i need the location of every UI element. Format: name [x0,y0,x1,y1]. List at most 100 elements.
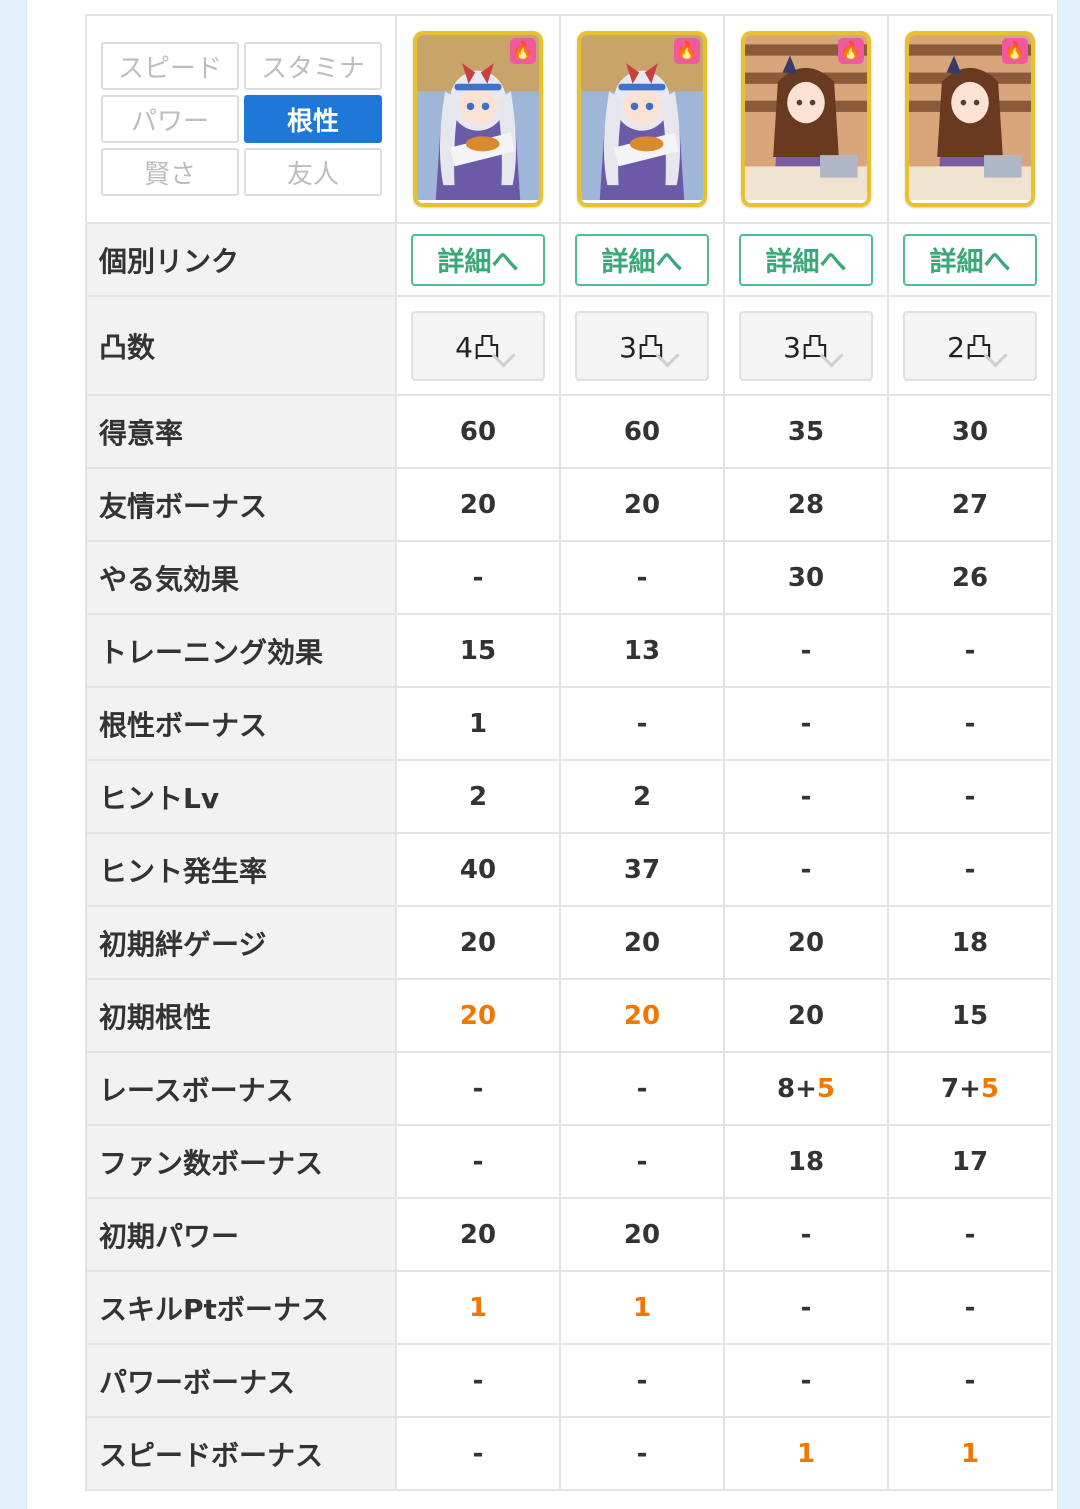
stat-cell: - [395,540,561,615]
stat-value: 30 [787,562,825,593]
stat-value: - [636,562,648,593]
stat-cell: - [395,1343,561,1418]
stat-cell: 20 [395,467,561,542]
stat-value: 40 [459,854,497,885]
stat-cell: 2 [395,759,561,834]
flame-icon: 🔥 [838,38,864,64]
stat-cell: 40 [395,832,561,907]
card-cell: 🔥 [887,14,1053,224]
stat-cell: 15 [887,978,1053,1053]
stat-cell: 20 [395,1197,561,1272]
link-cell: 詳細へ [559,222,725,297]
stat-cell: 20 [559,1197,725,1272]
stat-value: - [472,1438,484,1469]
filter-friend-button[interactable]: 友人 [244,148,382,196]
support-card-thumbnail[interactable]: 🔥 [905,31,1035,207]
stat-cell: 20 [559,467,725,542]
stat-value: 1 [960,1438,980,1469]
limit-break-select[interactable]: 3凸 [739,310,873,381]
stat-value: - [964,1219,976,1250]
flame-icon: 🔥 [674,38,700,64]
link-cell: 詳細へ [887,222,1053,297]
stat-cell: 27 [887,467,1053,542]
stat-cell: - [723,613,889,688]
stat-value: - [800,635,812,666]
stat-value: 8+ [777,1073,817,1104]
filter-stamina-button[interactable]: スタミナ [244,42,382,90]
limit-break-value: 3凸 [619,330,665,364]
stat-cell: 18 [887,905,1053,980]
stat-cell: - [559,540,725,615]
detail-button[interactable]: 詳細へ [411,233,545,286]
stat-value: 18 [951,927,989,958]
stat-value: 20 [623,489,661,520]
stat-cell: - [887,1270,1053,1345]
stat-cell: - [559,1343,725,1418]
row-label: 個別リンク [85,222,397,297]
filter-guts-button[interactable]: 根性 [244,95,382,143]
stat-value: 37 [623,854,661,885]
stat-value: 20 [623,927,661,958]
stat-cell: 2 [559,759,725,834]
stat-value: - [800,1219,812,1250]
stat-value: - [636,1365,648,1396]
stat-row: 得意率 60 60 35 30 [85,394,1053,469]
stat-cell: 20 [559,978,725,1053]
stat-label: トレーニング効果 [85,613,397,688]
stat-value: 20 [787,1000,825,1031]
filter-power-button[interactable]: パワー [101,95,239,143]
stat-value: - [964,1292,976,1323]
filter-speed-button[interactable]: スピード [101,42,239,90]
detail-button[interactable]: 詳細へ [575,233,709,286]
stat-row: 根性ボーナス 1 - - - [85,686,1053,761]
stat-value: 20 [459,1219,497,1250]
support-card-thumbnail[interactable]: 🔥 [741,31,871,207]
stat-cell: 26 [887,540,1053,615]
support-card-thumbnail[interactable]: 🔥 [413,31,543,207]
stat-value: - [964,781,976,812]
stat-value: - [636,1073,648,1104]
stat-cell: 1 [395,686,561,761]
stat-value: - [800,781,812,812]
stat-cell: - [887,832,1053,907]
stat-value: - [472,1365,484,1396]
stat-label: やる気効果 [85,540,397,615]
stat-cell: 20 [723,905,889,980]
stat-value: 13 [623,635,661,666]
filter-wisdom-button[interactable]: 賢さ [101,148,239,196]
stat-row: レースボーナス - -8+5 7+5 [85,1051,1053,1126]
limit-break-select[interactable]: 2凸 [903,310,1037,381]
stat-cell: - [723,832,889,907]
detail-button[interactable]: 詳細へ [739,233,873,286]
stat-cell: 7+5 [887,1051,1053,1126]
stat-value: 2 [468,781,488,812]
limit-break-cell: 4凸 [395,295,561,396]
stat-value: 1 [468,1292,488,1323]
limit-break-row: 凸数 4凸 3凸 3凸 2凸 [85,295,1053,396]
stat-cell: 8+5 [723,1051,889,1126]
limit-break-value: 4凸 [455,330,501,364]
stat-value: 27 [951,489,989,520]
limit-break-select[interactable]: 3凸 [575,310,709,381]
stat-cell: 60 [559,394,725,469]
stat-value: 20 [623,1000,661,1031]
stat-value: - [800,854,812,885]
stat-value: 26 [951,562,989,593]
limit-break-cell: 3凸 [723,295,889,396]
link-cell: 詳細へ [395,222,561,297]
stat-value: - [800,1292,812,1323]
stat-value: 18 [787,1146,825,1177]
stat-value: 20 [459,489,497,520]
limit-break-select[interactable]: 4凸 [411,310,545,381]
stat-value: 35 [787,416,825,447]
stat-label: 初期根性 [85,978,397,1053]
stat-value: - [472,1146,484,1177]
header-row: スピード スタミナ パワー 根性 賢さ 友人 [85,14,1053,224]
detail-button[interactable]: 詳細へ [903,233,1037,286]
stat-cell: - [395,1051,561,1126]
individual-link-row: 個別リンク 詳細へ 詳細へ 詳細へ 詳細へ [85,222,1053,297]
support-card-thumbnail[interactable]: 🔥 [577,31,707,207]
stat-value: 20 [459,1000,497,1031]
stat-cell: - [395,1416,561,1491]
stat-cell: - [887,686,1053,761]
